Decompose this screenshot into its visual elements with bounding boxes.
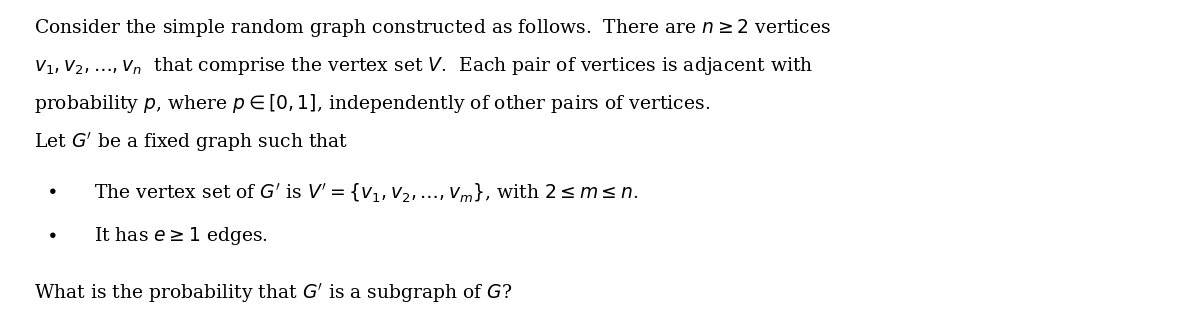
Text: $\bullet$: $\bullet$: [46, 181, 56, 199]
Text: $v_1, v_2, \ldots, v_n$  that comprise the vertex set $V$.  Each pair of vertice: $v_1, v_2, \ldots, v_n$ that comprise th…: [34, 55, 814, 77]
Text: Let $G'$ be a fixed graph such that: Let $G'$ be a fixed graph such that: [34, 130, 348, 154]
Text: probability $p$, where $p \in [0, 1]$, independently of other pairs of vertices.: probability $p$, where $p \in [0, 1]$, i…: [34, 92, 710, 115]
Text: The vertex set of $G'$ is $V' = \{v_1, v_2, \ldots, v_m\}$, with $2 \leq m \leq : The vertex set of $G'$ is $V' = \{v_1, v…: [94, 181, 638, 204]
Text: What is the probability that $G'$ is a subgraph of $G$?: What is the probability that $G'$ is a s…: [34, 281, 512, 305]
Text: Consider the simple random graph constructed as follows.  There are $n \geq 2$ v: Consider the simple random graph constru…: [34, 17, 830, 39]
Text: It has $e \geq 1$ edges.: It has $e \geq 1$ edges.: [94, 225, 268, 247]
Text: $\bullet$: $\bullet$: [46, 225, 56, 243]
